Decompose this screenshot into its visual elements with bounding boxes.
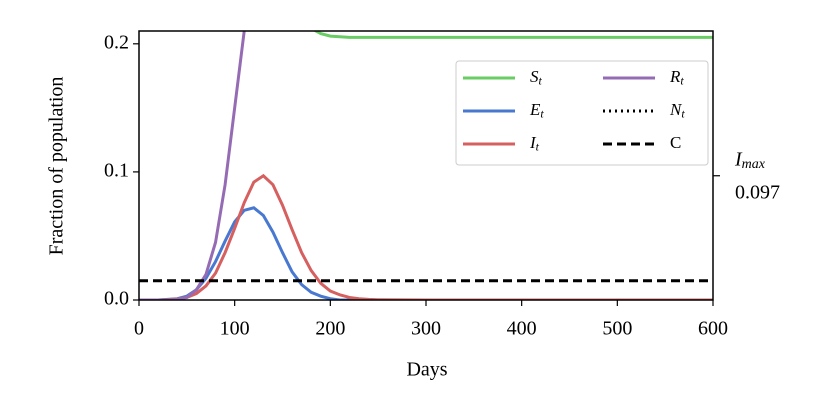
y-tick-label: 0.2 xyxy=(104,31,129,53)
x-tick-label: 0 xyxy=(134,318,144,340)
legend-label: St xyxy=(530,67,543,87)
x-tick-label: 500 xyxy=(602,318,632,340)
series-line xyxy=(139,31,246,300)
x-tick-label: 400 xyxy=(507,318,537,340)
legend-label: It xyxy=(529,133,540,153)
x-axis-label: Days xyxy=(406,359,447,381)
legend-label: C xyxy=(670,133,681,152)
annotation-label: Imax xyxy=(734,148,766,172)
plot-lines xyxy=(139,31,713,300)
series-line xyxy=(312,31,713,39)
annotation-value: 0.097 xyxy=(735,181,780,203)
x-tick-label: 100 xyxy=(220,318,250,340)
legend-box xyxy=(455,60,709,166)
y-axis-label: Fraction of population xyxy=(46,77,68,256)
legend: St Et It Rt Nt C xyxy=(455,60,709,166)
y-tick-label: 0.1 xyxy=(104,159,129,181)
legend-label: Et xyxy=(529,100,544,120)
x-tick-label: 300 xyxy=(411,318,441,340)
y-tick-label: 0.0 xyxy=(104,288,129,310)
x-tick-label: 600 xyxy=(698,318,728,340)
legend-label: Rt xyxy=(669,67,684,87)
x-tick-label: 200 xyxy=(315,318,345,340)
legend-label: Nt xyxy=(669,100,685,120)
